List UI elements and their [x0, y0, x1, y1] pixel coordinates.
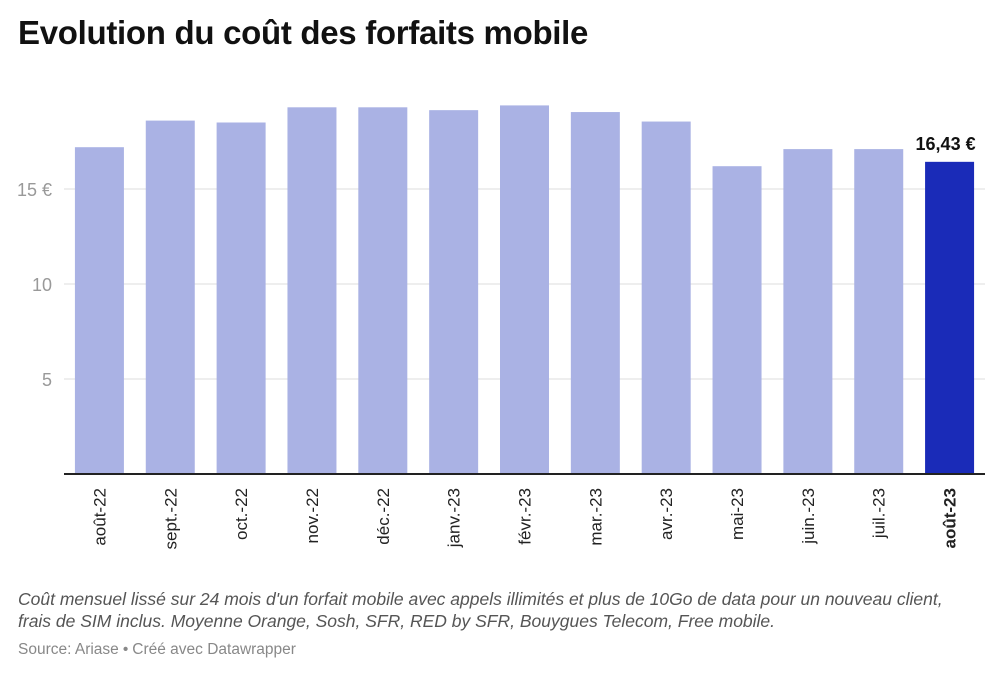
x-tick-label: mar.-23: [586, 488, 605, 546]
x-tick-label: sept.-22: [161, 488, 180, 549]
bar: [74, 147, 124, 474]
x-tick-label: nov.-22: [303, 488, 322, 543]
y-tick-label: 15 €: [17, 180, 52, 200]
chart-title: Evolution du coût des forfaits mobile: [18, 14, 589, 51]
source-credit: Créé avec Datawrapper: [132, 641, 296, 658]
source-label: Source: Ariase: [18, 641, 119, 658]
x-axis-ticks: août-22 sept.-22 oct.-22 nov.-22 déc.-22 janv…: [90, 488, 959, 549]
bar: [783, 149, 833, 474]
bar: [216, 122, 266, 474]
annotations: 16,43 €: [916, 134, 976, 154]
y-axis-ticks: 5 10 15 €: [17, 180, 52, 390]
bar: [712, 166, 762, 474]
bar: [500, 105, 549, 475]
x-tick-label: août-23: [941, 488, 960, 548]
bar: [641, 121, 691, 475]
x-tick-label: juin.-23: [799, 488, 818, 545]
bar: [358, 107, 408, 475]
x-tick-label: avr.-23: [657, 488, 676, 540]
bar: [570, 112, 620, 475]
x-tick-label: févr.-23: [516, 488, 535, 545]
x-tick-label: mai-23: [728, 488, 747, 540]
x-tick-label: oct.-22: [232, 488, 251, 540]
x-tick-label: déc.-22: [374, 488, 393, 545]
data-label: 16,43 €: [916, 134, 976, 154]
bar: [925, 161, 975, 474]
bars: [74, 105, 975, 475]
bar: [429, 110, 479, 475]
bar: [854, 149, 904, 474]
x-tick-label: juil.-23: [870, 488, 889, 539]
source-separator: •: [122, 641, 129, 658]
bar-chart: 5 10 15 € 16,43 € août-22 sept.-22 oct.-22 no…: [17, 105, 985, 549]
y-tick-label: 5: [42, 370, 52, 390]
bar: [287, 107, 337, 475]
y-tick-label: 10: [32, 275, 52, 295]
x-tick-label: janv.-23: [445, 488, 464, 548]
source-line: Source: Ariase • Créé avec Datawrapper: [18, 641, 296, 659]
chart-note: Coût mensuel lissé sur 24 mois d'un forf…: [18, 589, 943, 631]
x-tick-label: août-22: [90, 488, 109, 546]
bar: [145, 120, 195, 474]
